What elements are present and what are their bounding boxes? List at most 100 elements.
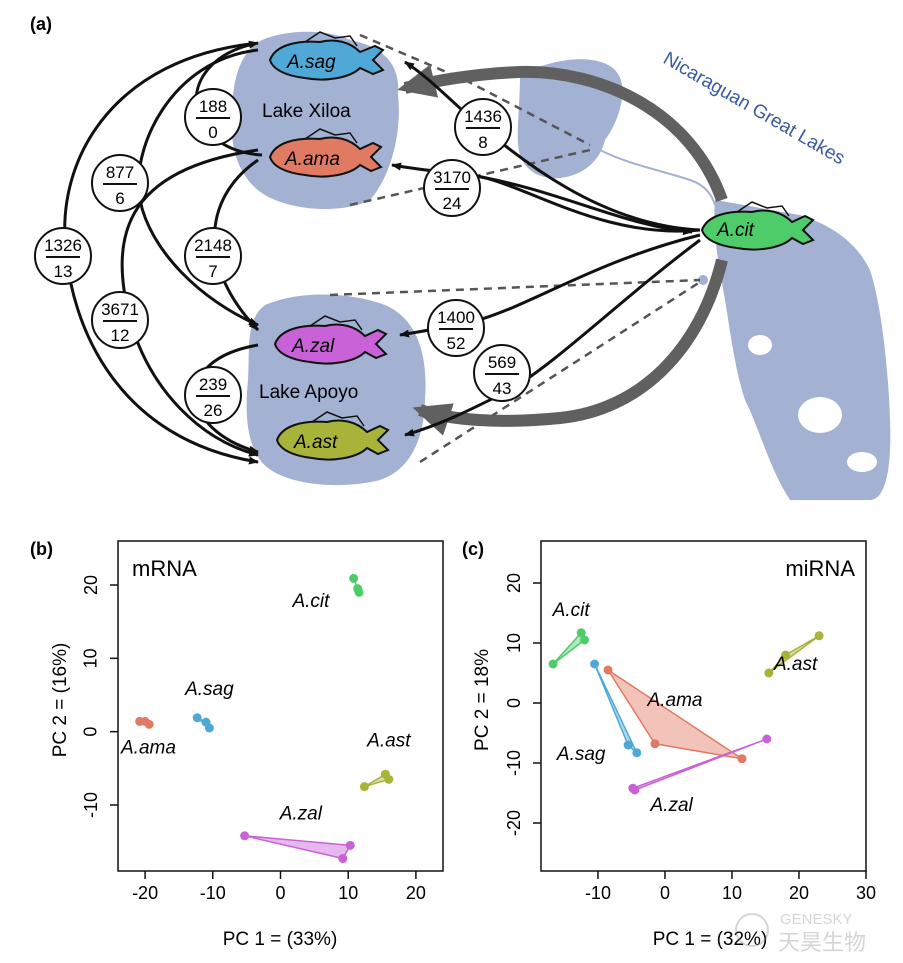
plot-b-title: mRNA: [132, 556, 197, 581]
map-island-1: [748, 335, 772, 355]
plot-b-ytick-label: 10: [81, 648, 101, 668]
count-bottom: 24: [443, 194, 462, 213]
plot-c-label-ast: A.ast: [773, 654, 818, 675]
count-top: 3671: [101, 300, 139, 319]
count-bottom: 7: [208, 262, 217, 281]
count-top: 2148: [194, 236, 232, 255]
fish-sag: A.sag: [268, 31, 385, 81]
count-bottom: 43: [493, 379, 512, 398]
plot-c-ytick-label: -20: [504, 810, 524, 836]
plot-b-point-zal: [345, 840, 355, 850]
count-bottom: 6: [115, 189, 124, 208]
plot-c-ytick-label: 20: [504, 573, 524, 593]
plot-b-point-ama: [144, 719, 154, 729]
plot-c-hull-cit: [552, 631, 586, 665]
plot-c-ytick-label: 10: [504, 633, 524, 653]
plot-c-label-zal: A.zal: [650, 795, 694, 816]
count-top: 188: [199, 97, 227, 116]
plot-c-xtick-label: 0: [660, 883, 670, 903]
plot-c-hull-sag: [593, 663, 638, 754]
region-label: Nicaraguan Great Lakes: [660, 48, 849, 169]
plot-c-xtick-label: -10: [585, 883, 611, 903]
watermark-bottom: 天昊生物: [778, 930, 866, 955]
plot-c-label-ama: A.ama: [647, 690, 703, 711]
plot-c-ytick-label: -10: [504, 750, 524, 776]
plot-b-point-cit: [354, 587, 364, 597]
plot-b-label-ama: A.ama: [120, 738, 176, 759]
plot-b-label-ast: A.ast: [366, 730, 411, 751]
plot-c-point-ast: [764, 668, 774, 678]
count-top: 569: [488, 353, 516, 372]
plot-c-point-cit: [576, 628, 586, 638]
count-top: 1326: [44, 236, 82, 255]
count-circle: 1326 13: [34, 227, 92, 285]
fish-cit-label: A.cit: [716, 220, 755, 241]
plot-b-ylabel: PC 2 = (16%): [50, 643, 71, 758]
plot-b-xtick-label: -10: [200, 883, 226, 903]
watermark: GENESKY 天昊生物: [735, 911, 866, 955]
count-top: 3170: [433, 168, 471, 187]
fish-ama-label: A.ama: [284, 149, 340, 170]
plot-c-point-ama: [650, 739, 660, 749]
count-bottom: 12: [111, 326, 130, 345]
plot-b-point-cit: [349, 573, 359, 583]
count-bottom: 52: [447, 334, 466, 353]
lake-apoyo-label: Lake Apoyo: [259, 382, 358, 403]
plot-c-hull-ast: [768, 635, 820, 674]
map-lagoon-apoyo: [698, 275, 708, 285]
plot-c-point-ama: [737, 754, 747, 764]
plot-c-point-zal: [630, 785, 640, 795]
plot-b-xtick-label: 20: [406, 883, 426, 903]
count-top: 1400: [437, 308, 475, 327]
plot-c-point-sag: [590, 659, 600, 669]
plot-b-ytick-label: -10: [81, 792, 101, 818]
plot-b-point-zal: [240, 831, 250, 841]
plot-c-hull-ama: [607, 669, 743, 760]
count-circle: 2148 7: [184, 227, 242, 285]
plot-c-point-sag: [623, 740, 633, 750]
plot-b-point-ast: [359, 782, 369, 792]
count-bottom: 26: [204, 401, 223, 420]
plot-b-xtick-label: -20: [132, 883, 158, 903]
plot-c-point-ast: [781, 650, 791, 660]
watermark-top: GENESKY: [780, 911, 853, 928]
plot-b-xlabel: PC 1 = (33%): [223, 929, 338, 950]
plot-c-ylabel: PC 2 = 18%: [472, 649, 493, 751]
big-arrow-to-xiloa: [397, 64, 728, 203]
big-arrow-to-apoyo: [412, 258, 728, 436]
plot-b-ytick-label: 0: [81, 727, 101, 737]
plot-b-label-cit: A.cit: [291, 591, 330, 612]
panel-a: (a): [30, 14, 891, 500]
count-top: 239: [199, 375, 227, 394]
map-island-2: [798, 397, 842, 433]
lake-xiloa-label: Lake Xiloa: [262, 101, 351, 122]
plot-c-xtick-label: 30: [856, 883, 876, 903]
plot-c-point-cit: [580, 635, 590, 645]
plot-c-point-zal: [762, 734, 772, 744]
plot-c-point-ama: [603, 665, 613, 675]
plot-b-point-ast: [384, 774, 394, 784]
plot-b-xtick-label: 0: [275, 883, 285, 903]
plot-c-label-sag: A.sag: [556, 744, 606, 765]
plot-c: -10 0 10 20 30 -20 -10 0 10 20 A.cit A.ast A.sag A.am…: [504, 573, 876, 903]
plot-c-xlabel: PC 1 = (32%): [653, 929, 768, 950]
plot-b-label-sag: A.sag: [184, 679, 234, 700]
plot-c-xtick-label: 10: [722, 883, 742, 903]
fish-zal: A.zal: [273, 315, 388, 365]
map-island-3: [847, 452, 877, 472]
plot-c-point-ast: [814, 631, 824, 641]
panel-b-label: (b): [30, 539, 53, 559]
count-circle: 1436 8: [454, 98, 512, 156]
panel-c-label: (c): [462, 539, 484, 559]
fish-sag-label: A.sag: [286, 52, 336, 73]
count-circle: 3170 24: [423, 159, 481, 217]
plot-b-point-zal: [338, 854, 348, 864]
plot-b-point-sag: [204, 723, 214, 733]
plot-c-point-sag: [632, 748, 642, 758]
fish-ast-label: A.ast: [293, 432, 338, 453]
plot-c-title: miRNA: [785, 556, 855, 581]
